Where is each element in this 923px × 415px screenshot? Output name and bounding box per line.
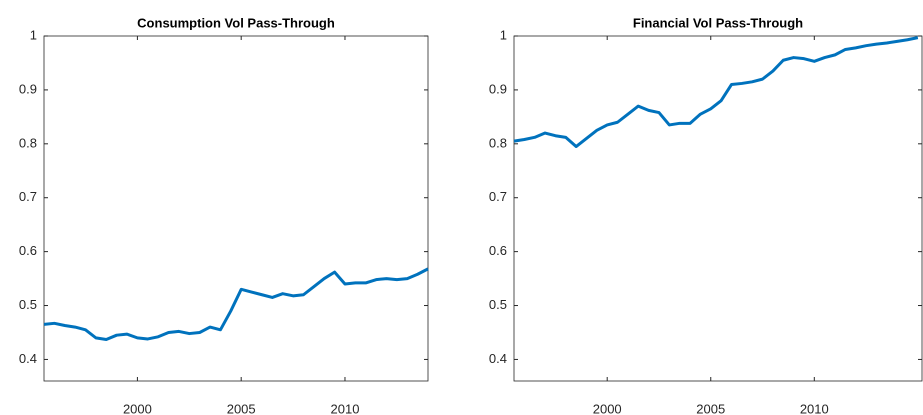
chart-title: Consumption Vol Pass-Through xyxy=(137,15,335,30)
y-tick-label: 0.9 xyxy=(19,81,37,96)
y-tick-label: 0.5 xyxy=(489,297,507,312)
line-series xyxy=(43,267,429,341)
x-tick-label: 2010 xyxy=(331,401,360,415)
y-tick-label: 0.9 xyxy=(489,81,507,96)
chart-title: Financial Vol Pass-Through xyxy=(633,15,803,30)
y-tick-label: 0.7 xyxy=(19,189,37,204)
y-tick-label: 0.4 xyxy=(19,351,37,366)
y-tick-label: 0.5 xyxy=(19,297,37,312)
axes-box xyxy=(43,35,429,382)
y-tick-label: 0.6 xyxy=(489,243,507,258)
line-series xyxy=(513,36,919,149)
x-tick-label: 2010 xyxy=(800,401,829,415)
x-tick-label: 2000 xyxy=(593,401,622,415)
x-tick-label: 2005 xyxy=(696,401,725,415)
x-tick-label: 2005 xyxy=(227,401,256,415)
y-tick-label: 0.8 xyxy=(489,135,507,150)
y-tick-label: 1 xyxy=(30,27,37,42)
y-tick-label: 1 xyxy=(500,27,507,42)
y-tick-label: 0.6 xyxy=(19,243,37,258)
axes-box xyxy=(513,35,923,382)
y-tick-label: 0.4 xyxy=(489,351,507,366)
y-tick-label: 0.8 xyxy=(19,135,37,150)
x-tick-label: 2000 xyxy=(123,401,152,415)
y-tick-label: 0.7 xyxy=(489,189,507,204)
